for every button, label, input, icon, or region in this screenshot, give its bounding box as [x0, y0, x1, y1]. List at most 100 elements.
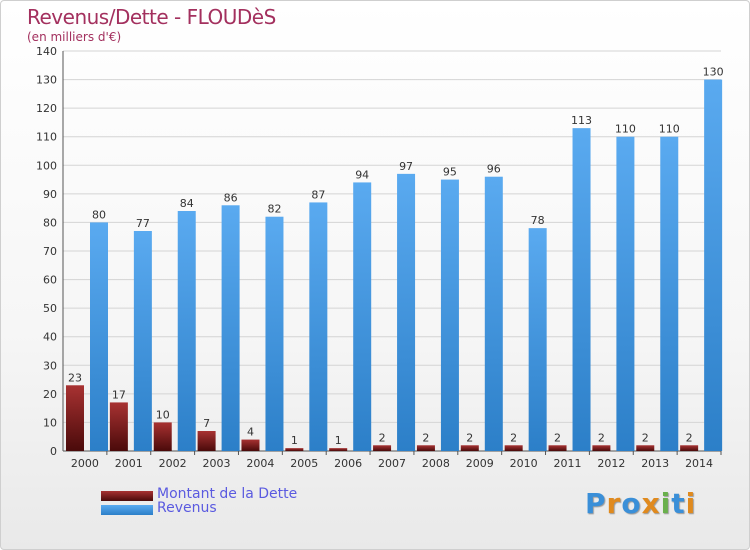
y-tick-label: 40: [43, 331, 57, 344]
logo-letter: r: [606, 487, 622, 520]
y-tick-label: 50: [43, 302, 57, 315]
revenue-value-label: 110: [615, 123, 636, 136]
debt-value-label: 4: [247, 426, 254, 439]
logo-letter: o: [621, 487, 642, 520]
debt-bar: [548, 445, 567, 451]
y-tick-label: 10: [43, 416, 57, 429]
debt-value-label: 2: [379, 431, 386, 444]
debt-bar: [373, 445, 392, 451]
debt-bar: [460, 445, 479, 451]
debt-bar: [592, 445, 611, 451]
logo-letter: t: [671, 487, 686, 520]
revenue-value-label: 94: [355, 168, 369, 181]
revenue-bar: [221, 205, 240, 451]
revenue-value-label: 110: [659, 123, 680, 136]
revenue-value-label: 82: [267, 203, 281, 216]
x-tick-label: 2001: [115, 457, 143, 470]
revenue-bar: [572, 128, 591, 451]
y-tick-label: 110: [36, 131, 57, 144]
revenue-value-label: 84: [180, 197, 194, 210]
revenue-value-label: 97: [399, 160, 413, 173]
debt-bar: [285, 448, 304, 451]
debt-value-label: 2: [422, 431, 429, 444]
logo-letter: i: [660, 487, 672, 520]
x-tick-label: 2002: [159, 457, 187, 470]
revenue-bar: [704, 79, 723, 452]
y-tick-label: 0: [50, 445, 57, 458]
x-tick-label: 2008: [422, 457, 450, 470]
revenue-bar: [397, 173, 416, 451]
proxiti-logo: Proxiti: [585, 487, 696, 520]
debt-value-label: 2: [554, 431, 561, 444]
logo-letter: i: [685, 487, 697, 520]
y-tick-label: 30: [43, 359, 57, 372]
revenue-bar: [440, 179, 459, 452]
debt-value-label: 1: [291, 434, 298, 447]
debt-value-label: 23: [68, 371, 82, 384]
x-tick-label: 2006: [334, 457, 362, 470]
legend-label-debt: Montant de la Dette: [157, 486, 298, 502]
revenue-value-label: 77: [136, 217, 150, 230]
debt-bar: [241, 439, 260, 451]
debt-bar: [153, 422, 172, 451]
y-tick-label: 20: [43, 388, 57, 401]
x-tick-label: 2010: [510, 457, 538, 470]
revenue-value-label: 96: [487, 163, 501, 176]
revenue-bar: [528, 228, 547, 451]
debt-bar: [66, 385, 84, 451]
debt-bar: [416, 445, 435, 451]
revenue-value-label: 80: [92, 208, 106, 221]
x-tick-label: 2007: [378, 457, 406, 470]
debt-value-label: 7: [203, 417, 210, 430]
x-tick-label: 2013: [641, 457, 669, 470]
revenue-bar: [484, 176, 503, 451]
x-tick-label: 2009: [466, 457, 494, 470]
legend-swatch-debt: [101, 491, 153, 501]
debt-value-label: 2: [510, 431, 517, 444]
logo-letter: P: [585, 487, 607, 520]
revenue-value-label: 87: [311, 188, 325, 201]
revenue-value-label: 130: [703, 66, 724, 79]
legend-swatch-revenue: [101, 505, 153, 515]
debt-value-label: 2: [466, 431, 473, 444]
revenue-value-label: 86: [224, 191, 238, 204]
debt-value-label: 10: [156, 408, 170, 421]
x-tick-label: 2012: [597, 457, 625, 470]
revenue-value-label: 78: [531, 214, 545, 227]
y-tick-label: 130: [36, 74, 57, 87]
debt-value-label: 2: [686, 431, 693, 444]
debt-value-label: 17: [112, 388, 126, 401]
revenue-bar: [133, 231, 152, 451]
revenue-value-label: 113: [571, 114, 592, 127]
y-tick-label: 80: [43, 216, 57, 229]
logo-letter: x: [641, 487, 661, 520]
revenue-bar: [177, 211, 196, 451]
y-tick-label: 120: [36, 102, 57, 115]
legend-label-revenue: Revenus: [157, 500, 217, 516]
debt-bar: [197, 431, 216, 451]
debt-value-label: 2: [598, 431, 605, 444]
y-tick-label: 60: [43, 274, 57, 287]
chart-subtitle: (en milliers d'€): [27, 30, 122, 44]
x-tick-label: 2004: [246, 457, 274, 470]
debt-bar: [329, 448, 348, 451]
debt-bar: [680, 445, 699, 451]
debt-value-label: 2: [642, 431, 649, 444]
x-tick-label: 2005: [290, 457, 318, 470]
y-tick-label: 100: [36, 159, 57, 172]
revenue-bar: [660, 136, 679, 451]
y-tick-label: 90: [43, 188, 57, 201]
revenue-value-label: 95: [443, 166, 457, 179]
revenue-bar: [616, 136, 635, 451]
debt-bar: [504, 445, 523, 451]
chart-title: Revenus/Dette - FLOUDèS: [27, 5, 276, 29]
revenue-bar: [353, 182, 372, 451]
revenue-bar: [265, 216, 284, 451]
y-tick-label: 70: [43, 245, 57, 258]
x-tick-label: 2011: [553, 457, 581, 470]
x-tick-label: 2003: [203, 457, 231, 470]
debt-value-label: 1: [335, 434, 342, 447]
debt-bar: [109, 402, 128, 451]
